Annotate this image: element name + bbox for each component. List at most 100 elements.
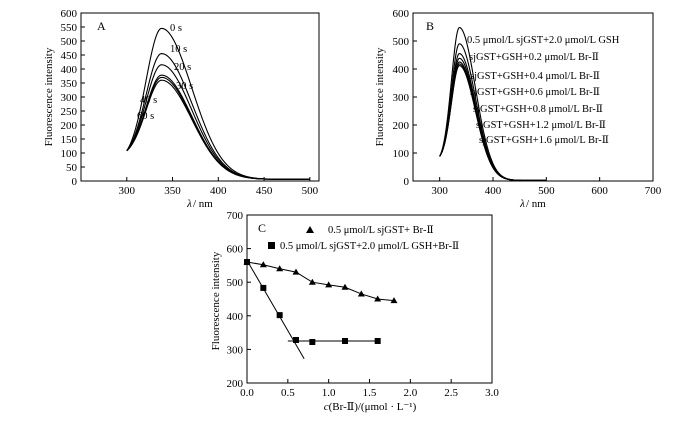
panel-c-y-tick-label: 500 bbox=[227, 277, 244, 289]
panel-c-square-point bbox=[244, 259, 250, 266]
panel-c-square-point bbox=[342, 338, 348, 344]
panel-c-y-tick-label: 300 bbox=[227, 344, 244, 356]
panel-c-triangle-point bbox=[390, 297, 398, 304]
panel-a-series-label: 60 s bbox=[137, 111, 154, 122]
panel-a-y-tick-label: 550 bbox=[61, 22, 78, 34]
panel-b-y-tick-label: 0 bbox=[404, 176, 410, 188]
panel-a-ticks: 300 350 400 450 500 0 50 100 150 200 250 300 350 400 4… bbox=[61, 8, 319, 197]
panel-c-xlabel-symbol: c bbox=[324, 401, 329, 413]
panel-a-series-line bbox=[126, 76, 310, 180]
panel-c-label: C bbox=[258, 221, 266, 235]
panel-a-y-tick-label: 450 bbox=[61, 50, 78, 62]
panel-a-series-label: 20 s bbox=[174, 62, 191, 73]
panel-b-series-label: sjGST+GSH+0.8 μmol/L Br-Ⅱ bbox=[473, 104, 603, 115]
panel-b-x-tick-label: 700 bbox=[645, 185, 662, 197]
panel-b-y-tick-label: 500 bbox=[393, 36, 410, 48]
panel-b-y-tick-label: 600 bbox=[393, 8, 410, 20]
panel-b-y-tick-label: 400 bbox=[393, 64, 410, 76]
panel-c-y-tick-label: 400 bbox=[227, 311, 244, 323]
panel-c-legend: 0.5 μmol/L sjGST+ Br-Ⅱ 0.5 μmol/L sjGST+… bbox=[268, 225, 459, 252]
panel-b-series-label: sjGST+GSH+1.6 μmol/L Br-Ⅱ bbox=[479, 135, 609, 146]
panel-b-series-label: sjGST+GSH+1.2 μmol/L Br-Ⅱ bbox=[476, 120, 606, 131]
panel-b-series-line bbox=[439, 65, 547, 181]
panel-a-series-line bbox=[126, 74, 310, 180]
panel-c-x-tick-label: 1.5 bbox=[363, 387, 377, 399]
panel-a-y-tick-label: 100 bbox=[61, 148, 78, 160]
panel-c-triangle-point bbox=[374, 295, 382, 302]
panel-a-y-tick-label: 0 bbox=[72, 176, 78, 188]
legend-square-marker bbox=[268, 242, 275, 249]
panel-b-xlabel: λ/ nm bbox=[519, 198, 546, 210]
panel-c-y-tick-label: 700 bbox=[227, 210, 244, 222]
panel-b-curves bbox=[439, 26, 547, 181]
panel-a-y-tick-label: 250 bbox=[61, 106, 78, 118]
panel-a-y-tick-label: 150 bbox=[61, 134, 78, 146]
panel-c-x-tick-label: 0.5 bbox=[281, 387, 295, 399]
panel-c-series-line bbox=[246, 261, 395, 302]
panel-a-label: A bbox=[97, 19, 106, 33]
panel-b-y-tick-label: 100 bbox=[393, 148, 410, 160]
panel-c-x-tick-label: 2.5 bbox=[444, 387, 458, 399]
panel-a-x-tick-label: 300 bbox=[119, 185, 136, 197]
panel-c-triangle-point bbox=[259, 261, 267, 268]
panel-b-x-tick-label: 500 bbox=[538, 185, 555, 197]
panel-c-xlabel-unit: (Br-Ⅱ)/(μmol · L⁻¹) bbox=[329, 401, 417, 413]
panel-a-series-label: 10 s bbox=[170, 44, 187, 55]
panel-c-square-point bbox=[374, 338, 381, 344]
panel-a-series-label: 0 s bbox=[170, 23, 182, 34]
panel-c-xlabel: c(Br-Ⅱ)/(μmol · L⁻¹) bbox=[324, 401, 417, 413]
panel-c-data bbox=[243, 258, 398, 360]
panel-c-x-tick-label: 2.0 bbox=[403, 387, 417, 399]
panel-b-x-tick-label: 600 bbox=[591, 185, 608, 197]
panel-c-x-tick-label: 0.0 bbox=[240, 387, 254, 399]
panel-b-ticks: 300 400 500 600 700 0 100 200 300 400 500 600 bbox=[393, 8, 662, 197]
panel-b-y-tick-label: 200 bbox=[393, 120, 410, 132]
panel-a-x-tick-label: 400 bbox=[210, 185, 227, 197]
panel-c-fit-line bbox=[246, 260, 305, 360]
panel-b-xlabel-symbol: λ bbox=[519, 198, 525, 210]
panel-b-x-tick-label: 400 bbox=[485, 185, 502, 197]
panel-a-y-tick-label: 350 bbox=[61, 78, 78, 90]
panel-c-triangle-point bbox=[341, 283, 349, 290]
panel-a-curves bbox=[126, 27, 310, 180]
panel-c-square-point bbox=[309, 339, 316, 346]
panel-c-x-tick-label: 3.0 bbox=[485, 387, 499, 399]
panel-c-y-tick-label: 600 bbox=[227, 244, 244, 256]
panel-b-xlabel-unit: / nm bbox=[526, 198, 546, 210]
panel-c-square-point bbox=[260, 284, 267, 291]
panel-a-y-tick-label: 200 bbox=[61, 120, 78, 132]
panel-c-ticks: 0.0 0.5 1.0 1.5 2.0 2.5 3.0 200 300 400 500 600 700 bbox=[227, 210, 500, 399]
panel-c-square-point bbox=[276, 312, 283, 319]
panel-a-y-tick-label: 600 bbox=[61, 8, 78, 20]
panel-a-y-tick-label: 50 bbox=[66, 162, 78, 174]
panel-a-ylabel: Fluorescence intensity bbox=[43, 47, 55, 146]
panel-a-xlabel-unit: / nm bbox=[193, 198, 213, 210]
panel-c-ylabel: Fluorescence intensity bbox=[210, 251, 222, 350]
panel-a-x-tick-label: 450 bbox=[256, 185, 273, 197]
panel-b-legend: 0.5 μmol/L sjGST+2.0 μmol/L GSH sjGST+GS… bbox=[467, 35, 620, 146]
panel-a-xlabel: λ/ nm bbox=[186, 198, 213, 210]
panel-a-x-tick-label: 350 bbox=[164, 185, 181, 197]
panel-b-label: B bbox=[426, 19, 434, 33]
panel-a-y-tick-label: 400 bbox=[61, 64, 78, 76]
panel-a-frame bbox=[80, 12, 320, 182]
panel-a-y-tick-label: 500 bbox=[61, 36, 78, 48]
panel-b-series-label: sjGST+GSH+0.4 μmol/L Br-Ⅱ bbox=[470, 71, 600, 82]
panel-c-triangle-point bbox=[292, 268, 300, 275]
panel-b-y-tick-label: 300 bbox=[393, 92, 410, 104]
panel-b-x-tick-label: 300 bbox=[431, 185, 448, 197]
panel-b-ylabel: Fluorescence intensity bbox=[374, 47, 386, 146]
panel-a-legend: 0 s 10 s 20 s 30 s 40 s 60 s bbox=[137, 23, 193, 122]
panel-b-series-label: sjGST+GSH+0.6 μmol/L Br-Ⅱ bbox=[470, 87, 600, 98]
panel-c-triangle-point bbox=[308, 278, 316, 285]
panel-a-series-label: 40 s bbox=[140, 95, 157, 106]
panel-c-triangle-point bbox=[276, 265, 284, 272]
panel-a-series-label: 30 s bbox=[176, 81, 193, 92]
panel-c-series-label: 0.5 μmol/L sjGST+2.0 μmol/L GSH+Br-Ⅱ bbox=[280, 241, 459, 252]
panel-a-xlabel-symbol: λ bbox=[186, 198, 192, 210]
panel-a-series-line bbox=[126, 79, 310, 180]
panel-c-triangle-point bbox=[325, 281, 333, 288]
panel-a-x-tick-label: 500 bbox=[302, 185, 319, 197]
panel-b-series-label: 0.5 μmol/L sjGST+2.0 μmol/L GSH bbox=[467, 35, 620, 46]
